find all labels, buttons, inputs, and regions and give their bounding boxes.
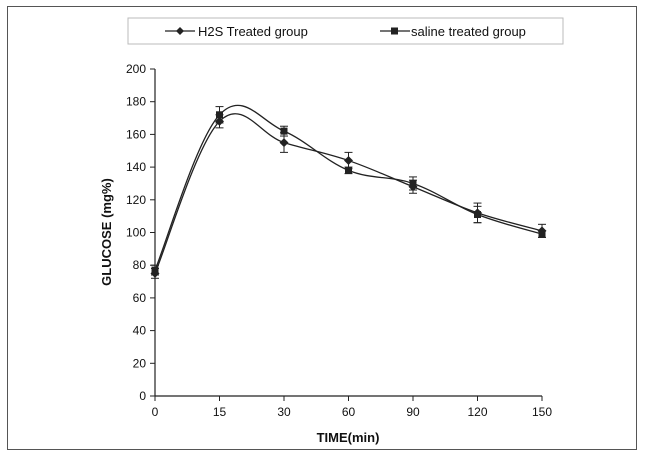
data-point-saline (280, 127, 288, 135)
data-point-saline (216, 111, 223, 119)
x-tick-label: 60 (342, 405, 356, 419)
data-point-h2s (279, 138, 289, 148)
y-tick-label: 200 (126, 62, 146, 76)
y-tick-label: 140 (126, 160, 146, 174)
y-axis-title: GLUCOSE (mg%) (99, 178, 114, 286)
legend: H2S Treated group saline treated group (127, 17, 564, 45)
legend-label-h2s: H2S Treated group (198, 24, 308, 39)
x-tick-label: 30 (277, 405, 291, 419)
series-line-h2s (154, 113, 543, 274)
y-tick-label: 100 (126, 226, 146, 240)
data-point-saline (474, 211, 481, 219)
legend-label-saline: saline treated group (411, 24, 526, 39)
x-ticks: 0 15 30 60 90 120 150 (152, 396, 552, 419)
legend-box (127, 17, 564, 45)
series-layer (150, 104, 547, 279)
x-tick-label: 120 (467, 405, 487, 419)
data-point-saline (151, 266, 159, 274)
data-point-saline (409, 179, 417, 187)
y-tick-label: 0 (139, 389, 146, 403)
x-axis-title: TIME(min) (317, 430, 380, 445)
x-tick-label: 15 (213, 405, 227, 419)
y-tick-label: 120 (126, 193, 146, 207)
y-tick-label: 180 (126, 95, 146, 109)
data-point-saline (345, 166, 352, 174)
legend-marker-h2s (176, 27, 184, 35)
data-point-saline (538, 230, 546, 238)
data-point-h2s (344, 156, 353, 166)
y-tick-label: 40 (133, 324, 147, 338)
x-tick-label: 0 (152, 405, 159, 419)
x-tick-label: 90 (406, 405, 420, 419)
y-tick-label: 60 (133, 291, 147, 305)
y-ticks: 0 20 40 60 80 100 120 140 160 180 200 (126, 62, 155, 403)
y-tick-label: 160 (126, 127, 146, 141)
y-tick-label: 80 (133, 258, 147, 272)
y-tick-label: 20 (133, 356, 147, 370)
legend-marker-saline (391, 27, 398, 35)
x-tick-label: 150 (532, 405, 552, 419)
